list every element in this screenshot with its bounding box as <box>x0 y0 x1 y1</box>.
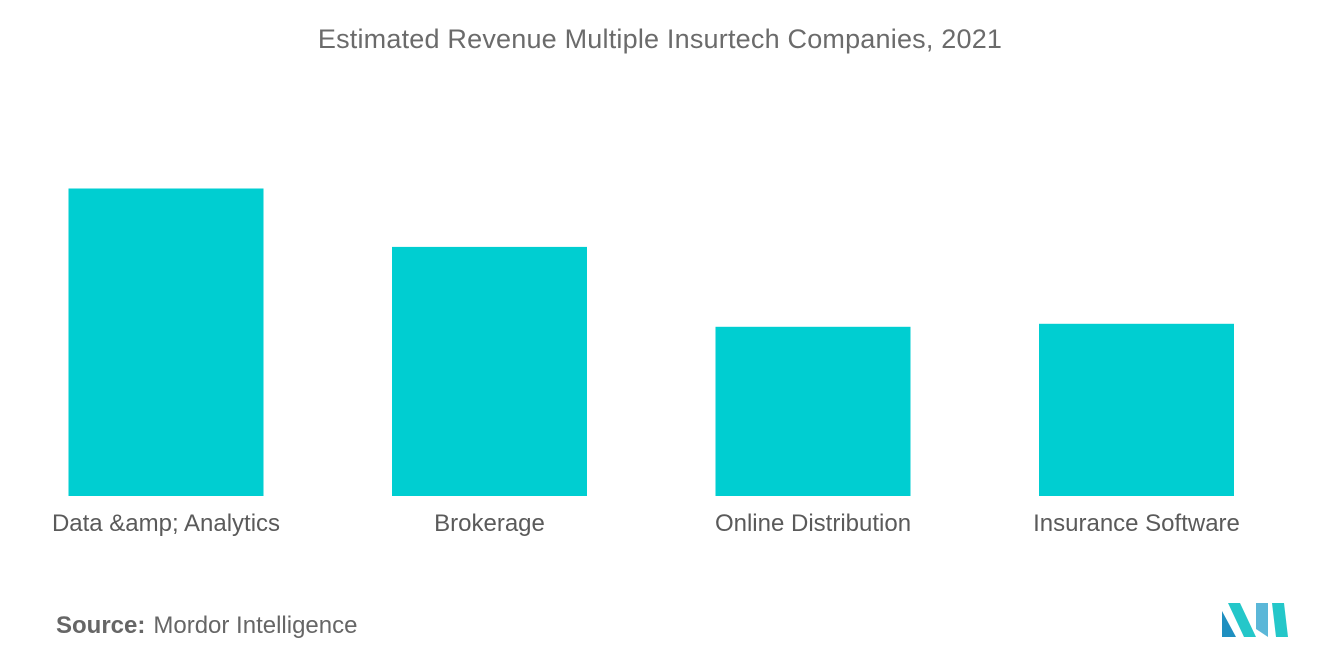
category-label-1: Brokerage <box>434 510 545 537</box>
chart-title: Estimated Revenue Multiple Insurtech Com… <box>317 24 1003 54</box>
bar-0 <box>68 188 264 496</box>
bar-2 <box>715 326 911 496</box>
bars-group <box>68 188 1234 496</box>
category-labels: Data &amp; Analytics Brokerage Online Dist… <box>52 510 1240 537</box>
category-label-0: Data &amp; Analytics <box>52 510 280 537</box>
category-label-3: Insurance Software <box>1033 510 1240 537</box>
logo-shape-mid-left <box>1228 603 1256 637</box>
logo-shape-mid-right <box>1256 603 1268 637</box>
logo-shape-left <box>1222 611 1236 637</box>
mordor-intelligence-logo <box>1222 603 1288 637</box>
source-value: Mordor Intelligence <box>153 612 358 639</box>
source-label: Source: <box>56 612 146 639</box>
bar-1 <box>392 246 587 496</box>
category-label-2: Online Distribution <box>715 510 911 537</box>
bar-3 <box>1039 323 1234 496</box>
logo-shape-right <box>1272 603 1288 637</box>
source-note: Source: Mordor Intelligence <box>56 612 357 640</box>
